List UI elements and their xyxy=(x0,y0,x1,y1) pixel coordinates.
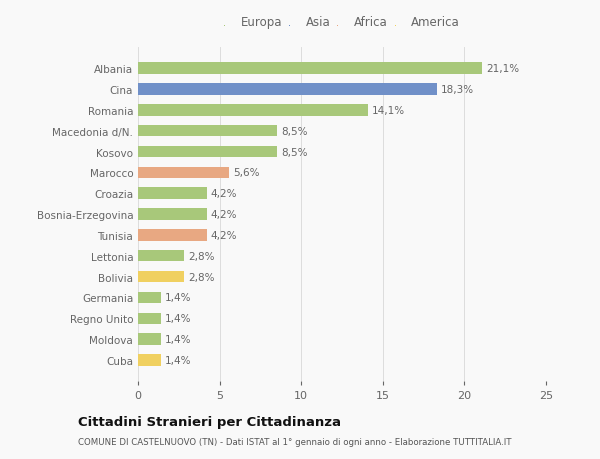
Bar xyxy=(138,188,206,200)
Text: COMUNE DI CASTELNUOVO (TN) - Dati ISTAT al 1° gennaio di ogni anno - Elaborazion: COMUNE DI CASTELNUOVO (TN) - Dati ISTAT … xyxy=(78,437,511,446)
Text: 8,5%: 8,5% xyxy=(281,126,307,136)
Bar xyxy=(138,146,277,158)
Bar xyxy=(138,230,206,241)
Bar xyxy=(138,271,184,283)
Text: 1,4%: 1,4% xyxy=(165,313,191,324)
Bar xyxy=(138,334,161,345)
Legend: Europa, Asia, Africa, America: Europa, Asia, Africa, America xyxy=(224,16,460,29)
Bar xyxy=(138,251,184,262)
Bar xyxy=(138,84,437,95)
Text: 18,3%: 18,3% xyxy=(441,85,474,95)
Text: 4,2%: 4,2% xyxy=(211,189,237,199)
Text: 14,1%: 14,1% xyxy=(372,106,406,116)
Text: Cittadini Stranieri per Cittadinanza: Cittadini Stranieri per Cittadinanza xyxy=(78,415,341,428)
Bar xyxy=(138,209,206,220)
Bar xyxy=(138,126,277,137)
Bar xyxy=(138,292,161,303)
Bar xyxy=(138,63,482,75)
Bar xyxy=(138,313,161,324)
Text: 1,4%: 1,4% xyxy=(165,293,191,303)
Text: 21,1%: 21,1% xyxy=(487,64,520,74)
Text: 8,5%: 8,5% xyxy=(281,147,307,157)
Bar xyxy=(138,167,229,179)
Text: 4,2%: 4,2% xyxy=(211,210,237,219)
Text: 1,4%: 1,4% xyxy=(165,334,191,344)
Bar xyxy=(138,354,161,366)
Text: 2,8%: 2,8% xyxy=(188,272,214,282)
Bar xyxy=(138,105,368,116)
Text: 1,4%: 1,4% xyxy=(165,355,191,365)
Text: 4,2%: 4,2% xyxy=(211,230,237,241)
Text: 5,6%: 5,6% xyxy=(233,168,260,178)
Text: 2,8%: 2,8% xyxy=(188,251,214,261)
